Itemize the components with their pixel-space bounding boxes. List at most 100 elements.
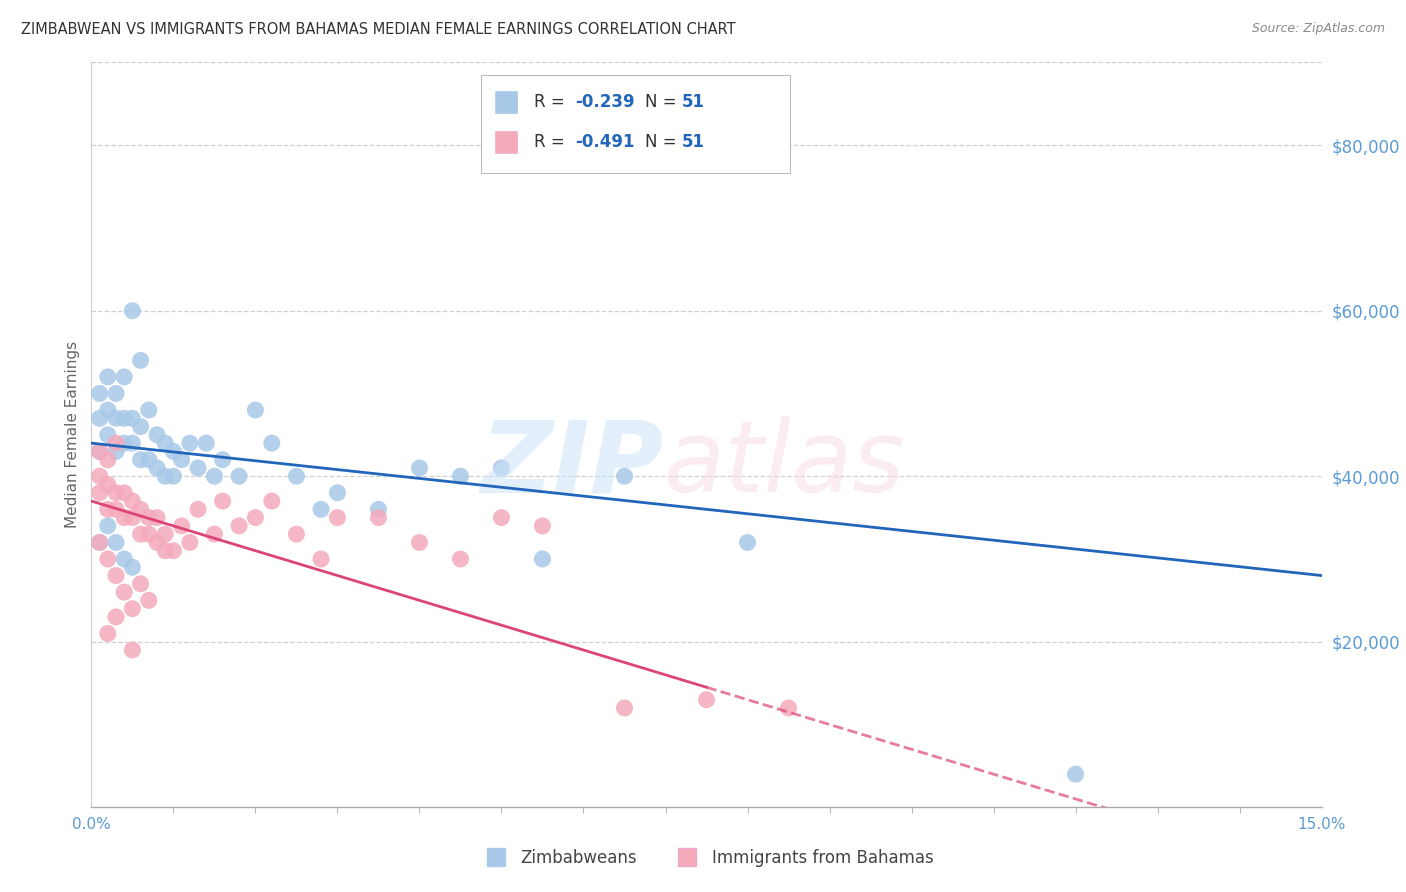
Point — [105, 535, 127, 549]
Text: 51: 51 — [682, 93, 704, 111]
Point — [153, 469, 177, 483]
Point — [179, 436, 201, 450]
Point — [613, 701, 636, 715]
Point — [138, 452, 160, 467]
Point — [187, 502, 209, 516]
Point — [367, 510, 389, 524]
Point — [170, 519, 193, 533]
Point — [97, 502, 120, 516]
Point — [187, 461, 209, 475]
Text: Source: ZipAtlas.com: Source: ZipAtlas.com — [1251, 22, 1385, 36]
Point — [408, 461, 430, 475]
Point — [121, 601, 143, 615]
Text: N =: N = — [645, 133, 682, 151]
Point — [129, 577, 152, 591]
Legend: Zimbabweans, Immigrants from Bahamas: Zimbabweans, Immigrants from Bahamas — [472, 842, 941, 873]
Point — [129, 353, 152, 368]
Point — [89, 386, 111, 401]
Point — [491, 461, 513, 475]
Point — [89, 444, 111, 458]
Point — [449, 469, 471, 483]
Text: N =: N = — [645, 93, 682, 111]
FancyBboxPatch shape — [481, 75, 790, 173]
Point — [97, 370, 120, 384]
Point — [129, 452, 152, 467]
Point — [211, 494, 233, 508]
Point — [121, 494, 143, 508]
Point — [170, 452, 193, 467]
Point — [153, 436, 177, 450]
Point — [112, 510, 135, 524]
Point — [138, 510, 160, 524]
Point — [105, 485, 127, 500]
Point — [367, 502, 389, 516]
Point — [309, 552, 332, 566]
Point — [153, 543, 177, 558]
Point — [112, 552, 135, 566]
Point — [1064, 767, 1087, 781]
Point — [129, 527, 152, 541]
Text: ZIP: ZIP — [481, 417, 664, 513]
Point — [778, 701, 800, 715]
Point — [129, 502, 152, 516]
Point — [112, 436, 135, 450]
Point — [202, 469, 225, 483]
Point — [153, 527, 177, 541]
Y-axis label: Median Female Earnings: Median Female Earnings — [65, 342, 80, 528]
Point — [162, 469, 184, 483]
Point — [97, 477, 120, 491]
Point — [89, 485, 111, 500]
Point — [105, 502, 127, 516]
Point — [138, 527, 160, 541]
Point — [491, 510, 513, 524]
Point — [228, 519, 250, 533]
Point — [260, 436, 283, 450]
Point — [531, 519, 554, 533]
Point — [195, 436, 218, 450]
Point — [146, 535, 169, 549]
Point — [162, 543, 184, 558]
Point — [613, 469, 636, 483]
Point — [121, 510, 143, 524]
Point — [695, 692, 717, 706]
Point — [245, 403, 267, 417]
Text: -0.239: -0.239 — [575, 93, 634, 111]
Point — [112, 485, 135, 500]
Point — [105, 386, 127, 401]
Point — [121, 643, 143, 657]
Point — [89, 411, 111, 425]
Point — [105, 444, 127, 458]
Point — [105, 411, 127, 425]
Point — [89, 444, 111, 458]
Point — [146, 461, 169, 475]
Point — [326, 485, 349, 500]
Point — [97, 403, 120, 417]
Point — [245, 510, 267, 524]
Point — [129, 419, 152, 434]
Point — [89, 535, 111, 549]
Text: -0.491: -0.491 — [575, 133, 634, 151]
Point — [97, 452, 120, 467]
Text: R =: R = — [534, 93, 571, 111]
Point — [211, 452, 233, 467]
Text: ZIMBABWEAN VS IMMIGRANTS FROM BAHAMAS MEDIAN FEMALE EARNINGS CORRELATION CHART: ZIMBABWEAN VS IMMIGRANTS FROM BAHAMAS ME… — [21, 22, 735, 37]
Point — [309, 502, 332, 516]
Point — [112, 585, 135, 599]
Point — [97, 552, 120, 566]
Point — [105, 436, 127, 450]
Text: atlas: atlas — [664, 417, 905, 513]
Point — [121, 411, 143, 425]
Point — [737, 535, 759, 549]
Point — [162, 444, 184, 458]
Point — [531, 552, 554, 566]
Point — [146, 427, 169, 442]
Point — [228, 469, 250, 483]
Point — [89, 469, 111, 483]
Point — [285, 469, 308, 483]
Text: R =: R = — [534, 133, 571, 151]
Point — [326, 510, 349, 524]
Text: 51: 51 — [682, 133, 704, 151]
Point — [179, 535, 201, 549]
Point — [138, 593, 160, 607]
Point — [146, 510, 169, 524]
